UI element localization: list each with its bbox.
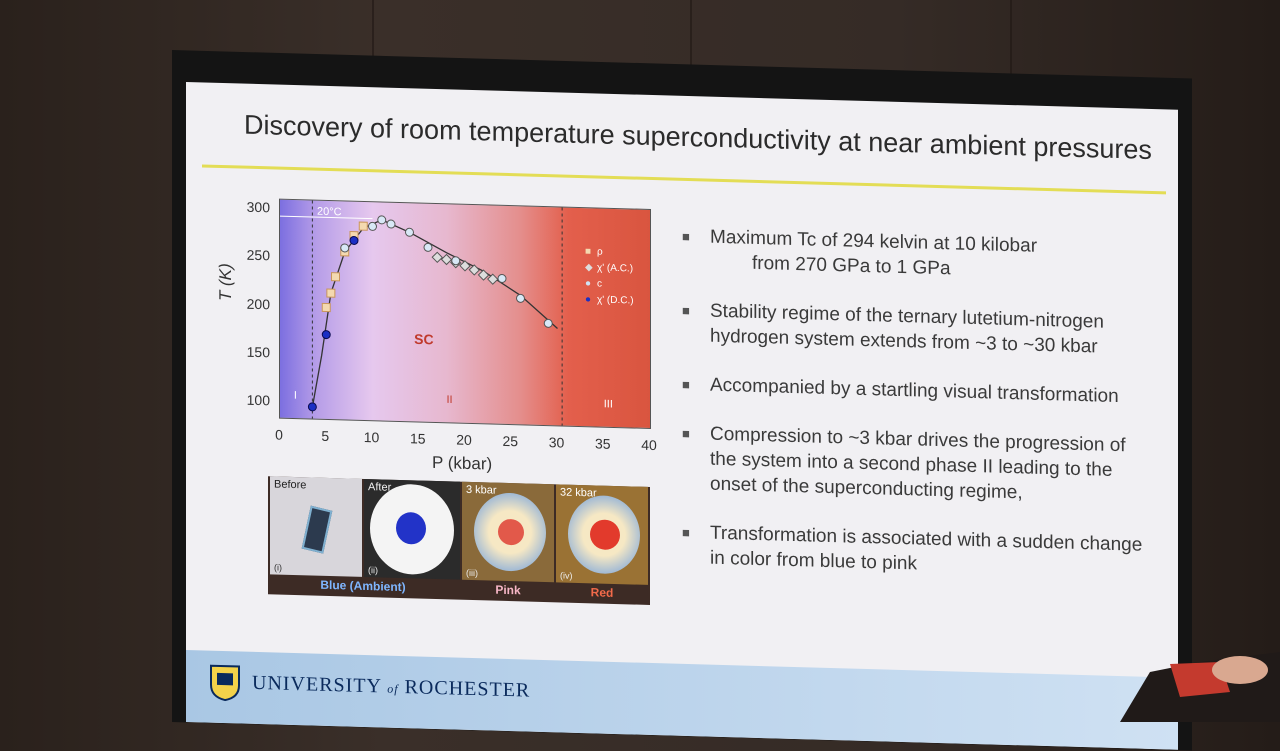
projected-slide: Discovery of room temperature supercondu…: [186, 82, 1178, 750]
slide-title: Discovery of room temperature supercondu…: [244, 109, 1152, 165]
caption-red: Red: [590, 585, 614, 600]
bullet-item: ■ Maximum Tc of 294 kelvin at 10 kilobar…: [682, 226, 1038, 280]
data-point: [405, 227, 414, 237]
bullet-item: ■ Transformation is associated with a su…: [682, 522, 1143, 575]
x-tick-label: 10: [363, 428, 380, 446]
data-point: [477, 269, 490, 281]
y-axis-label: T (K): [216, 263, 235, 302]
data-point: [487, 273, 499, 285]
data-point: [459, 260, 471, 272]
room-temperature-line: [280, 215, 373, 220]
region-label: II: [447, 394, 453, 406]
data-point: [423, 242, 433, 252]
x-tick-label: 20: [456, 431, 472, 448]
data-point: [331, 272, 340, 282]
x-tick-label: 40: [641, 436, 657, 454]
legend-item-chi-ac: ◆ χ' (A.C.): [585, 262, 634, 275]
audience-member-hand: [1120, 652, 1280, 722]
chart-legend: ■ ρ ◆ χ' (A.C.) ● c ● χ' (D.C.): [585, 244, 634, 309]
data-point: [543, 318, 553, 328]
bullet-item: ■ Stability regime of the ternary luteti…: [682, 300, 1104, 358]
caption-pink: Pink: [495, 582, 521, 598]
bullet-item: ■ Accompanied by a startling visual tran…: [682, 374, 1119, 408]
y-tick-label: 250: [246, 246, 270, 264]
data-point: [516, 293, 525, 303]
bullet-list: ■ Maximum Tc of 294 kelvin at 10 kilobar…: [682, 224, 1152, 607]
data-point: [368, 221, 377, 231]
x-tick-label: 15: [409, 430, 426, 447]
data-point: [358, 221, 368, 231]
region-label: III: [604, 398, 613, 410]
data-point: [321, 302, 331, 313]
data-point: [321, 330, 331, 340]
sample-photos: Before (i) After (ii) 3 kbar (iii) 32 kb…: [268, 476, 650, 605]
y-tick-label: 300: [246, 198, 270, 216]
y-tick-label: 100: [246, 392, 270, 409]
x-axis-label: P (kbar): [432, 452, 493, 474]
data-point: [326, 288, 336, 298]
sc-region-label: SC: [414, 331, 433, 348]
data-point: [468, 264, 480, 276]
data-point: [440, 253, 453, 266]
plot-area: 20°C SC I II III ■ ρ ◆ χ' (A.C.) ● c ● χ' (D.C.): [279, 198, 651, 429]
phase-diagram-chart: 20°C SC I II III ■ ρ ◆ χ' (A.C.) ● c ● χ' (D.C.)…: [186, 82, 1178, 473]
data-point: [307, 402, 317, 412]
caption-blue: Blue (Ambient): [320, 577, 406, 595]
data-point: [451, 256, 461, 266]
data-point: [377, 215, 387, 225]
university-seal-icon: [210, 664, 240, 702]
data-point: [349, 235, 359, 245]
data-point: [340, 243, 350, 253]
data-point: [386, 219, 396, 229]
photo-32-kbar: 32 kbar (iv): [556, 484, 648, 585]
legend-item-rho: ■ ρ: [585, 246, 603, 258]
university-name: UNIVERSITY of ROCHESTER: [252, 671, 531, 702]
x-tick-label: 5: [321, 427, 330, 444]
region-label: I: [294, 390, 297, 402]
title-rule: [202, 164, 1166, 195]
data-point: [497, 273, 507, 283]
x-tick-label: 30: [548, 434, 565, 451]
legend-item-chi-dc: ● χ' (D.C.): [585, 294, 634, 307]
x-tick-label: 25: [502, 432, 519, 450]
x-tick-label: 0: [275, 426, 283, 443]
photo-3-kbar: 3 kbar (iii): [462, 481, 554, 583]
bullet-item: ■ Compression to ~3 kbar drives the prog…: [682, 423, 1126, 504]
photo-before: Before (i): [270, 476, 362, 577]
data-point: [431, 251, 443, 264]
photo-after: After (ii): [364, 478, 460, 580]
legend-item-c: ● c: [585, 278, 602, 290]
room-temperature-annotation: 20°C: [317, 206, 342, 219]
y-tick-label: 150: [246, 343, 270, 361]
slide-footer: UNIVERSITY of ROCHESTER: [186, 650, 1178, 750]
x-tick-label: 35: [594, 435, 611, 452]
